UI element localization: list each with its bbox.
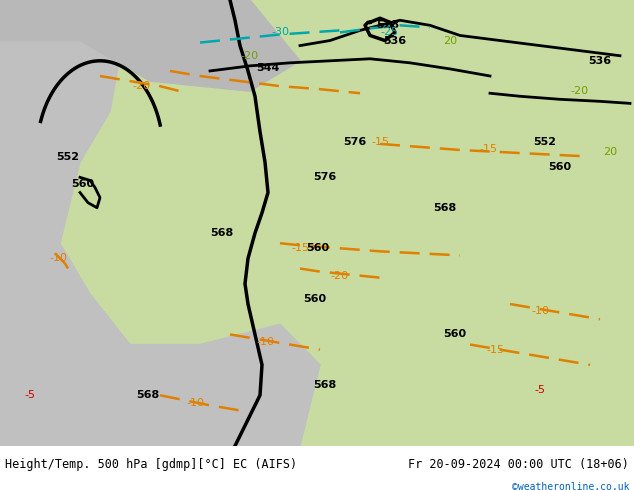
Polygon shape <box>0 0 130 446</box>
Text: -15: -15 <box>486 344 504 355</box>
Text: 560: 560 <box>548 162 572 172</box>
Text: 568: 568 <box>210 228 233 238</box>
Text: 576: 576 <box>313 172 337 182</box>
Text: -5: -5 <box>534 385 545 395</box>
Text: -20: -20 <box>133 81 151 91</box>
Polygon shape <box>0 0 300 91</box>
Text: -25: -25 <box>381 27 399 37</box>
Text: -10: -10 <box>186 398 204 408</box>
Text: 20: 20 <box>443 36 457 46</box>
Text: 568: 568 <box>434 203 456 213</box>
Text: Height/Temp. 500 hPa [gdmp][°C] EC (AIFS): Height/Temp. 500 hPa [gdmp][°C] EC (AIFS… <box>5 458 297 471</box>
Text: 568: 568 <box>313 380 337 390</box>
Text: -20: -20 <box>331 270 349 281</box>
Text: -20: -20 <box>571 86 589 96</box>
Text: 552: 552 <box>533 137 557 147</box>
Text: -30: -30 <box>271 27 289 37</box>
Text: 560: 560 <box>306 244 330 253</box>
Text: 544: 544 <box>256 63 280 73</box>
Text: 576: 576 <box>344 137 366 147</box>
Text: -15: -15 <box>291 244 309 253</box>
Text: Fr 20-09-2024 00:00 UTC (18+06): Fr 20-09-2024 00:00 UTC (18+06) <box>408 458 629 471</box>
Text: 568: 568 <box>136 390 160 400</box>
Text: 536: 536 <box>588 56 612 66</box>
Text: 552: 552 <box>56 152 79 162</box>
Text: ©weatheronline.co.uk: ©weatheronline.co.uk <box>512 482 629 490</box>
Polygon shape <box>130 324 320 446</box>
Text: 560: 560 <box>443 329 467 340</box>
Text: 536: 536 <box>384 36 406 46</box>
Text: -5: -5 <box>25 390 36 400</box>
Text: 560: 560 <box>304 294 327 304</box>
Text: 560: 560 <box>72 179 94 190</box>
Text: -15: -15 <box>371 137 389 147</box>
Text: -20: -20 <box>241 51 259 61</box>
Text: 528: 528 <box>377 21 399 30</box>
Text: -15: -15 <box>479 144 497 154</box>
Text: -10: -10 <box>256 337 274 346</box>
Text: -10: -10 <box>531 306 549 316</box>
Text: 20: 20 <box>603 147 617 157</box>
Text: -10: -10 <box>49 253 67 264</box>
